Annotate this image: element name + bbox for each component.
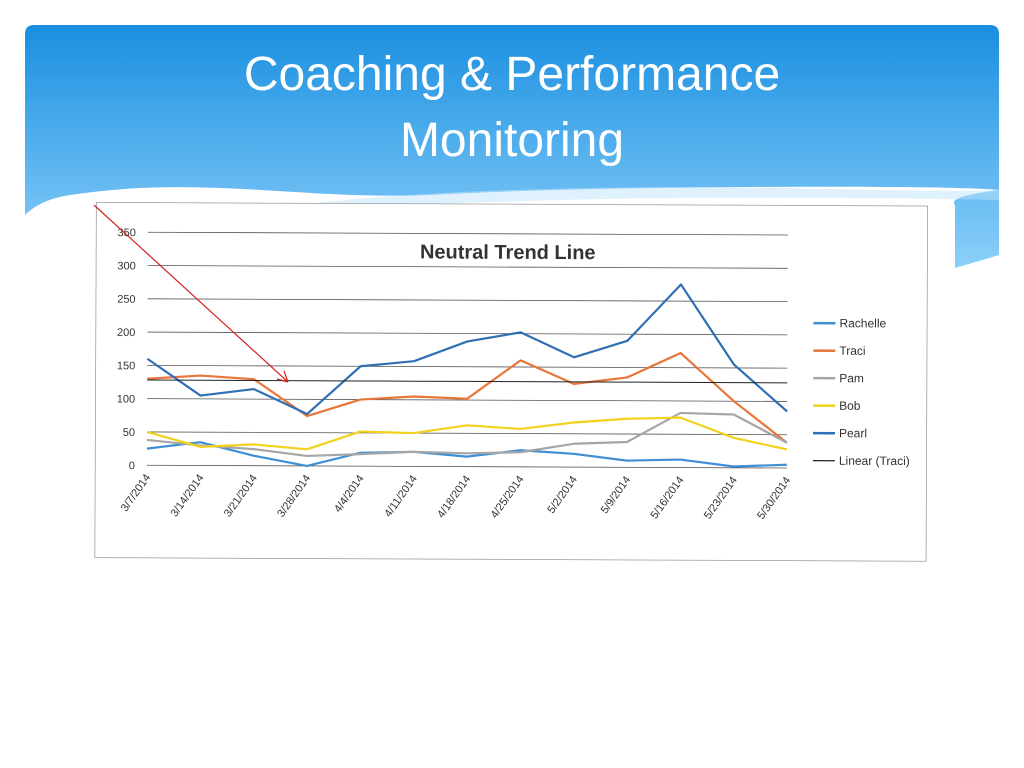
gridline: [146, 464, 787, 469]
series-line-bob: [146, 416, 788, 451]
slide-title: Coaching & Performance Monitoring: [120, 42, 904, 174]
chart-title: Neutral Trend Line: [420, 241, 596, 264]
banner-shape: [25, 25, 999, 268]
y-tick-label: 300: [117, 260, 135, 272]
legend-label: Pam: [839, 371, 864, 385]
legend-label: Linear (Traci): [839, 454, 910, 468]
gridline: [146, 431, 787, 436]
y-tick-label: 0: [129, 460, 135, 472]
y-tick-label: 200: [117, 327, 135, 339]
slide-title-line-2: Monitoring: [399, 114, 625, 167]
y-tick-label: 50: [123, 427, 135, 439]
legend-label: Traci: [839, 344, 865, 358]
series-line-pam: [146, 411, 788, 458]
legend-label: Pearl: [839, 426, 867, 440]
banner-wave-highlight: [300, 187, 999, 206]
series-line-pearl: [146, 283, 788, 416]
y-tick-label: 150: [117, 360, 135, 372]
legend-label: Bob: [839, 399, 861, 413]
legend: Rachelle Traci Pam Bob Pearl Linear (Traci): [812, 316, 910, 468]
series-line-rachelle: [146, 441, 787, 468]
y-tick-label: 100: [117, 394, 135, 406]
chart-image: Neutral Trend Line 0 50 100 150 200 250 300 350…: [94, 202, 928, 562]
y-tick-label: 350: [117, 227, 135, 239]
gridline: [147, 398, 788, 402]
slide-title-line-1: Coaching & Performance: [243, 48, 781, 101]
legend-label: Rachelle: [839, 316, 886, 330]
y-tick-label: 250: [117, 294, 135, 306]
title-banner: [25, 25, 999, 268]
